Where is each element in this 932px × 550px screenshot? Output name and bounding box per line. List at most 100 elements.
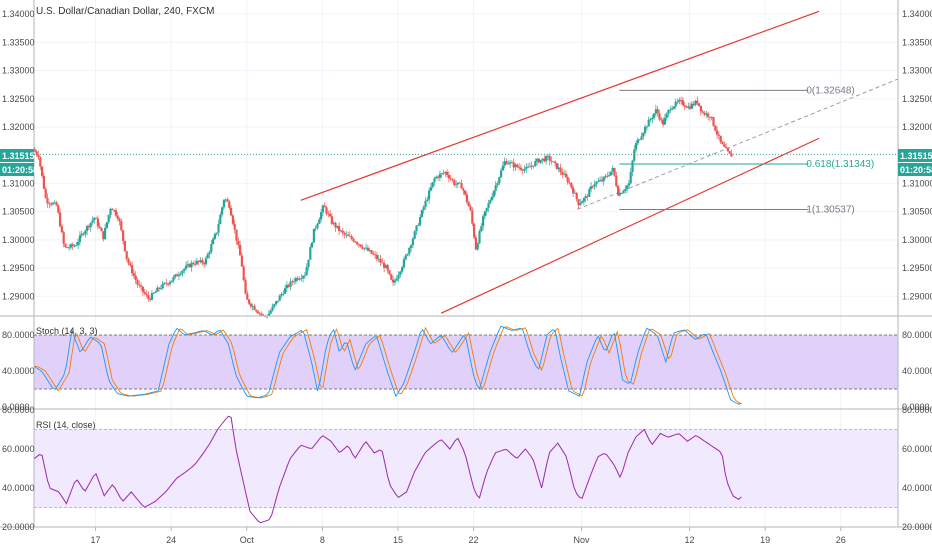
candle-body bbox=[474, 237, 477, 250]
candle-body bbox=[516, 164, 519, 168]
channel-upper-line[interactable] bbox=[300, 10, 820, 201]
candle-body bbox=[541, 158, 544, 160]
dashed-trend-extension[interactable] bbox=[577, 78, 899, 210]
candle-body bbox=[352, 238, 355, 242]
last-price-badge-left: 1.31515 01:20:58 bbox=[0, 149, 38, 176]
candle-body bbox=[647, 119, 650, 127]
candle-body bbox=[41, 166, 44, 176]
candle-body bbox=[554, 161, 557, 163]
candle-body bbox=[186, 264, 189, 266]
candle-body bbox=[537, 158, 540, 163]
ascending-channel[interactable] bbox=[300, 10, 820, 314]
candle-body bbox=[305, 267, 308, 276]
candle-body bbox=[134, 275, 137, 281]
candle-body bbox=[224, 199, 227, 201]
candle-body bbox=[530, 165, 533, 167]
candle-body bbox=[397, 274, 400, 279]
candle-body bbox=[66, 247, 69, 249]
candle-body bbox=[208, 251, 211, 255]
candle-body bbox=[80, 233, 83, 236]
candle-body bbox=[188, 264, 191, 268]
candle-body bbox=[260, 313, 263, 316]
price-axis-left: 1.34000 1.33500 1.33000 1.32500 1.32000 1.315… bbox=[2, 9, 35, 301]
candle-body bbox=[163, 282, 166, 284]
candle-body bbox=[53, 202, 56, 204]
candle-body bbox=[219, 214, 222, 225]
candle-body bbox=[312, 228, 315, 243]
fib-retracement[interactable]: 0(1.32648) 0.618(1.31343) 1(1.30537) bbox=[619, 85, 874, 216]
candle-body bbox=[408, 247, 411, 254]
candle-body bbox=[627, 183, 630, 186]
time-tick-label: 15 bbox=[393, 535, 403, 545]
candle-body bbox=[438, 174, 441, 178]
candle-body bbox=[37, 154, 40, 158]
candle-body bbox=[638, 139, 641, 141]
candle-body bbox=[707, 113, 710, 117]
candle-body bbox=[636, 139, 639, 144]
candle-body bbox=[282, 293, 285, 295]
candle-body bbox=[325, 207, 328, 214]
candle-body bbox=[608, 175, 611, 177]
candle-body bbox=[606, 175, 609, 177]
candle-body bbox=[316, 223, 319, 229]
candle-body bbox=[177, 274, 180, 277]
candle-body bbox=[604, 175, 607, 177]
candle-body bbox=[154, 291, 157, 293]
candle-body bbox=[395, 278, 398, 281]
candle-body bbox=[618, 193, 621, 196]
time-tick-label: 12 bbox=[685, 535, 695, 545]
time-axis[interactable]: 17 24 Oct 8 15 22 Nov 12 19 26 bbox=[91, 527, 846, 545]
candle-body bbox=[433, 178, 436, 183]
candle-body bbox=[82, 233, 85, 235]
candle-body bbox=[96, 218, 99, 227]
candle-body bbox=[528, 166, 531, 168]
last-price-value-right: 1.31515 bbox=[900, 151, 932, 161]
candle-body bbox=[95, 217, 98, 219]
candle-body bbox=[681, 100, 684, 106]
candle-body bbox=[492, 190, 495, 197]
candle-body bbox=[485, 207, 488, 212]
stochastic-pane[interactable]: Stoch (14, 3, 3) bbox=[33, 325, 898, 405]
candle-body bbox=[86, 225, 89, 231]
candle-body bbox=[572, 187, 575, 194]
candle-body bbox=[708, 116, 711, 118]
price-tick-label-right: 1.32500 bbox=[902, 94, 932, 104]
candle-body bbox=[683, 105, 686, 107]
price-tick-label-right: 1.33000 bbox=[902, 66, 932, 76]
time-tick-label: Oct bbox=[240, 535, 255, 545]
candle-body bbox=[210, 244, 213, 252]
candle-body bbox=[123, 240, 126, 252]
candle-body bbox=[386, 265, 389, 271]
channel-lower-line[interactable] bbox=[440, 137, 820, 314]
candle-body bbox=[309, 247, 312, 260]
candle-body bbox=[564, 173, 567, 177]
price-pane[interactable]: 0(1.32648) 0.618(1.31343) 1(1.30537) U.S. … bbox=[33, 6, 899, 319]
rsi-tick-label-right: 80.0000 bbox=[902, 405, 932, 415]
candle-body bbox=[212, 238, 215, 245]
candle-body bbox=[320, 212, 323, 220]
candle-body bbox=[253, 305, 256, 310]
candle-body bbox=[617, 186, 620, 196]
candle-body bbox=[505, 161, 508, 164]
candle-body bbox=[699, 105, 702, 112]
price-tick-label-right: 1.30000 bbox=[902, 235, 932, 245]
rsi-pane[interactable]: RSI (14, close) bbox=[33, 415, 898, 524]
candle-body bbox=[404, 255, 407, 260]
candle-body bbox=[239, 245, 242, 256]
price-tick-label-left: 1.30000 bbox=[2, 235, 35, 245]
candle-body bbox=[692, 103, 695, 106]
candle-body bbox=[206, 254, 209, 259]
candle-body bbox=[654, 109, 657, 114]
candle-body bbox=[669, 109, 672, 111]
candle-body bbox=[122, 230, 125, 241]
candle-body bbox=[514, 164, 517, 168]
candle-body bbox=[575, 192, 578, 200]
candle-body bbox=[104, 227, 107, 240]
candle-body bbox=[518, 167, 521, 168]
candle-body bbox=[685, 106, 688, 108]
candle-body bbox=[667, 110, 670, 114]
candle-body bbox=[318, 219, 321, 224]
candle-body bbox=[345, 234, 348, 236]
candle-body bbox=[71, 244, 74, 247]
